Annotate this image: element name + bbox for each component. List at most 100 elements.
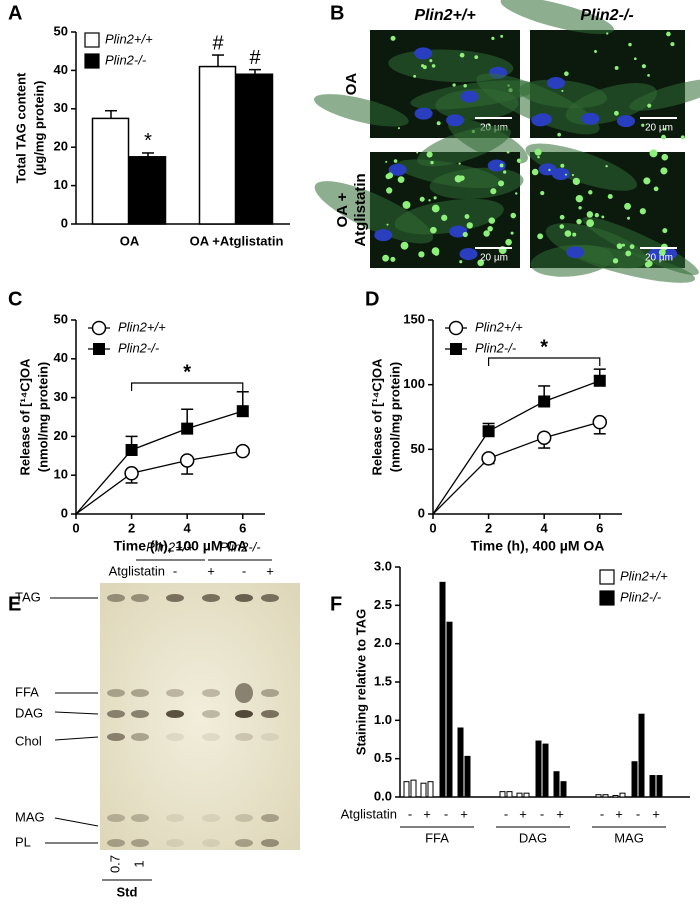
point	[179, 453, 195, 468]
x-tick-label: 0	[72, 520, 79, 535]
nucleus	[449, 225, 468, 238]
lipid-droplet	[430, 160, 434, 165]
tlc-spot	[202, 689, 220, 697]
bar	[128, 156, 167, 225]
lipid-droplet	[400, 241, 409, 250]
bar	[602, 794, 609, 798]
x-tick-label: 2	[485, 520, 492, 535]
legend-label: Plin2+/+	[475, 319, 523, 334]
series-line	[75, 450, 243, 515]
cell	[313, 94, 409, 127]
lipid-droplet	[510, 231, 514, 235]
lipid-droplet	[661, 153, 669, 161]
x-tick-label: MAG	[614, 830, 644, 845]
condition-label: -	[408, 806, 412, 821]
treatment-level: +	[266, 563, 274, 578]
lipid-droplet	[605, 164, 608, 168]
lipid-droplet	[540, 191, 545, 196]
lipid-droplet	[499, 163, 504, 168]
tlc-spot	[166, 594, 184, 602]
bar	[464, 755, 471, 798]
lipid-droplet	[419, 196, 425, 202]
lipid-droplet	[578, 206, 582, 210]
y-tick-label: 50	[54, 23, 68, 38]
condition-label: -	[444, 806, 448, 821]
legend-swatch	[599, 569, 615, 585]
lipid-droplet	[639, 208, 646, 215]
column-header: Plin2-/-	[219, 539, 261, 554]
lipid-droplet	[458, 162, 461, 165]
lipid-droplet	[429, 59, 433, 63]
lipid-droplet	[548, 168, 551, 172]
lipid-droplet	[641, 64, 646, 69]
condition-label: +	[556, 806, 564, 821]
tlc-spot	[166, 733, 184, 741]
lipid-droplet	[613, 110, 619, 116]
condition-label: -	[504, 806, 508, 821]
lipid-droplet	[490, 188, 497, 195]
cell	[582, 217, 699, 275]
y-tick-label: 40	[54, 62, 68, 77]
lipid-droplet	[560, 163, 565, 168]
lipid-droplet	[649, 149, 658, 158]
point	[124, 466, 139, 481]
lipid-droplet	[390, 256, 396, 262]
column-header: Plin2+/+	[146, 539, 194, 554]
lipid-droplet	[416, 151, 419, 154]
lipid-droplet	[660, 167, 668, 175]
panel-label: E	[8, 593, 21, 615]
lipid-droplet	[459, 175, 465, 181]
x-axis-label: Time (h), 400 µM OA	[471, 538, 605, 554]
y-tick-label: 100	[403, 376, 425, 391]
x-tick-label: DAG	[519, 830, 547, 845]
nucleus	[459, 248, 478, 261]
tlc-spot	[235, 733, 253, 741]
cell	[314, 181, 434, 244]
lipid-droplet	[606, 32, 609, 35]
lipid-droplet	[503, 170, 507, 174]
bar	[649, 775, 656, 798]
lipid-droplet	[607, 194, 613, 200]
condition-label: +	[460, 806, 468, 821]
lipid-droplet	[474, 55, 479, 60]
tlc-spot	[107, 689, 125, 697]
y-axis-label: Release of [¹⁴C]OA	[17, 358, 32, 476]
condition-label: +	[615, 806, 623, 821]
lipid-droplet	[601, 215, 605, 219]
nucleus	[460, 90, 479, 103]
y-tick-label: 0	[61, 215, 68, 230]
lipid-droplet	[594, 213, 599, 218]
nucleus	[414, 47, 433, 60]
bar	[410, 779, 417, 798]
lipid-droplet	[431, 204, 440, 213]
legend-swatch	[84, 32, 100, 48]
lipid-droplet	[666, 31, 671, 37]
lipid-droplet	[628, 42, 632, 47]
tlc-spot	[235, 839, 253, 847]
point	[592, 414, 608, 430]
lipid-droplet	[633, 57, 637, 61]
column-header: Plin2+/+	[414, 7, 475, 24]
lipid-droplet	[564, 71, 569, 77]
lipid-droplet	[505, 238, 512, 246]
tlc-spot	[261, 710, 279, 718]
bar	[535, 740, 542, 798]
lipid-droplet	[612, 258, 619, 264]
bar	[235, 73, 274, 225]
nucleus	[551, 168, 570, 181]
lipid-droplet	[564, 230, 572, 237]
tlc-spot	[202, 733, 220, 741]
lipid-droplet	[627, 216, 631, 220]
lipid-droplet	[661, 134, 666, 140]
tlc-spot	[131, 733, 149, 741]
lipid-droplet	[488, 123, 491, 126]
legend-label: Plin2-/-	[105, 52, 147, 67]
y-tick-label: 20	[54, 428, 68, 443]
lipid-droplet	[576, 218, 582, 225]
significance-bracket	[487, 357, 601, 366]
x-axis-label: Time (h), 100 µM OA	[114, 538, 248, 554]
panel-label: B	[330, 2, 344, 24]
standard-label: 0.7	[107, 855, 122, 873]
bar	[638, 713, 645, 798]
